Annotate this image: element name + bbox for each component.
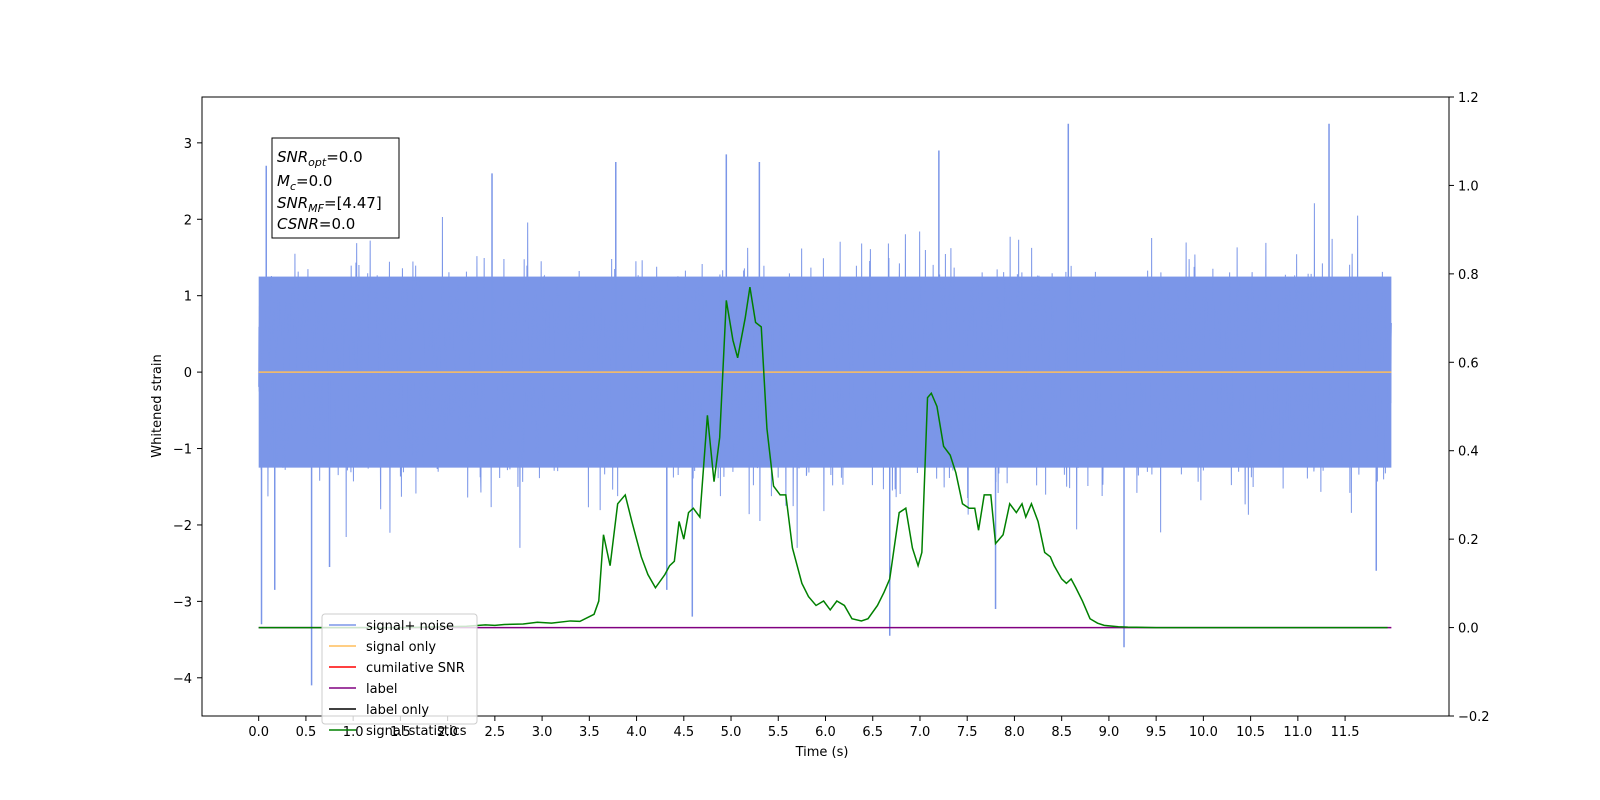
x-tick-label: 6.5 [862, 725, 883, 740]
x-tick-label: 1.5 [390, 725, 411, 740]
y-tick-label: 0 [184, 366, 192, 381]
y2-tick-label: 0.2 [1458, 533, 1479, 548]
x-tick-label: 1.0 [343, 725, 364, 740]
x-tick-label: 0.0 [248, 725, 269, 740]
x-tick-label: 6.0 [815, 725, 836, 740]
y-tick-label: 1 [184, 290, 192, 305]
y2-tick-label: 0.0 [1458, 622, 1479, 637]
legend-label: cumilative SNR [366, 661, 465, 676]
x-axis-label: Time (s) [795, 745, 849, 760]
x-tick-label: 7.0 [910, 725, 931, 740]
x-tick-label: 5.0 [721, 725, 742, 740]
y2-axis-ticks: −0.2 0.0 0.2 0.4 0.6 0.8 1.0 1.2 [1449, 91, 1490, 725]
x-tick-label: 9.0 [1099, 725, 1120, 740]
y2-tick-label: 0.8 [1458, 268, 1479, 283]
legend-label: signal+ noise [366, 619, 454, 634]
y-axis-label: Whitened strain [150, 354, 165, 457]
x-tick-label: 9.5 [1146, 725, 1167, 740]
annotation-snr-opt: SNRopt=0.0 [277, 148, 363, 169]
noise-trace [258, 203, 1392, 548]
x-tick-label: 2.5 [485, 725, 506, 740]
y-axis-ticks: −4 −3 −2 −1 0 1 2 3 [173, 137, 202, 687]
legend-label: signal only [366, 640, 436, 655]
legend-label: signal statistics [366, 724, 467, 739]
x-tick-label: 7.5 [957, 725, 978, 740]
legend-label: label [366, 682, 397, 697]
x-tick-label: 4.0 [626, 725, 647, 740]
y-tick-label: −2 [173, 519, 192, 534]
x-tick-label: 5.5 [768, 725, 789, 740]
y2-tick-label: 0.6 [1458, 356, 1479, 371]
y-tick-label: −3 [173, 595, 192, 610]
y-tick-label: 3 [184, 137, 192, 152]
x-tick-label: 0.5 [296, 725, 317, 740]
x-tick-label: 8.0 [1004, 725, 1025, 740]
x-tick-label: 2.0 [437, 725, 458, 740]
x-tick-label: 11.0 [1283, 725, 1312, 740]
y-tick-label: 2 [184, 213, 192, 228]
x-tick-label: 8.5 [1051, 725, 1072, 740]
signal-noise-series [258, 123, 1392, 686]
annotation-snr-mf: SNRMF=[4.47] [277, 194, 382, 215]
y2-tick-label: 1.0 [1458, 179, 1479, 194]
legend-label: label only [366, 703, 429, 718]
legend: signal+ noise signal only cumilative SNR la… [321, 613, 478, 739]
annotation-csnr: CSNR=0.0 [277, 215, 355, 233]
y2-tick-label: −0.2 [1458, 710, 1490, 725]
y2-tick-label: 1.2 [1458, 91, 1479, 106]
annotation-mc: Mc=0.0 [277, 172, 332, 193]
series-line-signal-statistics [258, 287, 1388, 629]
x-tick-label: 4.5 [673, 725, 694, 740]
x-tick-label: 10.0 [1189, 725, 1218, 740]
x-tick-label: 3.0 [532, 725, 553, 740]
x-axis-ticks: 0.0 0.5 1.0 1.5 2.0 2.5 3.0 3.5 4.0 4.5 5.0 5.5 6.0 6… [248, 716, 1360, 740]
annotation-box: SNRopt=0.0 Mc=0.0 SNRMF=[4.47] CSNR=0.0 [271, 137, 400, 239]
x-tick-label: 10.5 [1236, 725, 1265, 740]
y2-tick-label: 0.4 [1458, 445, 1479, 460]
x-tick-label: 3.5 [579, 725, 600, 740]
y-tick-label: −1 [173, 443, 192, 458]
x-tick-label: 11.5 [1331, 725, 1360, 740]
y-tick-label: −4 [173, 672, 192, 687]
